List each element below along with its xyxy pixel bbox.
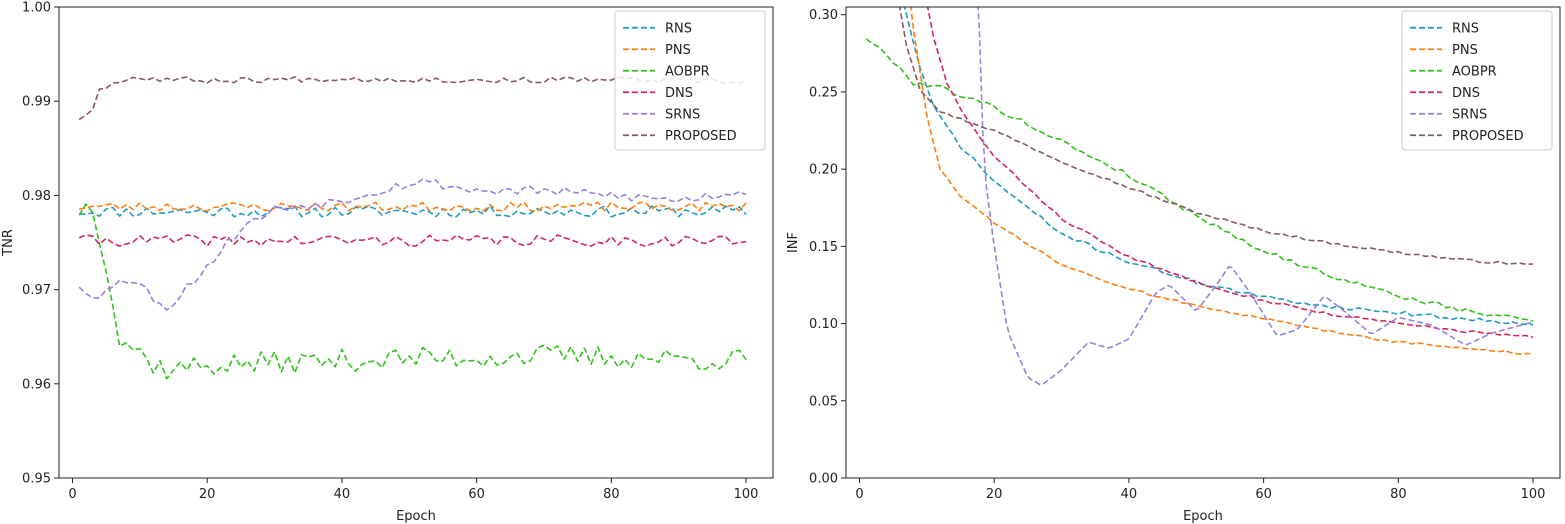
x-axis-title: Epoch — [1183, 509, 1223, 524]
y-axis-title: TNR — [1, 229, 16, 257]
series-line-pns — [79, 201, 747, 213]
series-line-aobpr — [78, 203, 747, 380]
y-tick-label: 0.20 — [809, 163, 838, 178]
x-tick-label: 40 — [1121, 487, 1138, 502]
legend-label-srns: SRNS — [1452, 107, 1487, 122]
x-tick-label: 40 — [334, 487, 351, 502]
y-tick-label: 0.30 — [809, 8, 838, 23]
legend-label-pns: PNS — [665, 43, 691, 58]
series-line-proposed — [78, 76, 747, 121]
y-tick-label: 0.97 — [22, 283, 51, 298]
y-tick-label: 0.99 — [22, 95, 51, 110]
x-tick-label: 0 — [855, 487, 863, 502]
legend-box — [614, 10, 766, 151]
series-line-srns — [977, 7, 1532, 386]
series-line-dns — [78, 234, 747, 247]
legend-box — [1401, 10, 1553, 151]
legend-label-dns: DNS — [665, 86, 693, 101]
y-tick-label: 0.96 — [22, 377, 51, 392]
x-tick-label: 100 — [1521, 487, 1546, 502]
series-group — [78, 76, 747, 380]
legend-label-aobpr: AOBPR — [665, 64, 710, 79]
y-tick-label: 0.15 — [809, 240, 838, 255]
legend-label-rns: RNS — [665, 21, 692, 36]
y-tick-label: 0.10 — [809, 317, 838, 332]
legend-label-proposed: PROPOSED — [665, 129, 737, 144]
chart-panel-tnr: 0 20 40 60 80 100 0.95 0.96 0.97 0.98 0.99 1.00 Epoc… — [1, 1, 774, 524]
x-tick-label: 0 — [68, 487, 76, 502]
legend-label-aobpr: AOBPR — [1452, 64, 1497, 79]
plot-frame — [845, 6, 1561, 479]
chart-panel-inf: 0 20 40 60 80 100 0.00 0.05 0.10 0.15 0.20 0.25 0.30… — [786, 6, 1561, 524]
series-line-aobpr — [865, 38, 1534, 322]
y-tick-label: 0.00 — [809, 472, 838, 487]
series-group — [865, 7, 1534, 386]
x-tick-label: 60 — [468, 487, 485, 502]
legend-label-srns: SRNS — [665, 107, 700, 122]
y-tick-label: 0.95 — [22, 472, 51, 487]
legend-label-pns: PNS — [1452, 43, 1478, 58]
x-axis-title: Epoch — [396, 509, 436, 524]
y-axis-title: INF — [786, 232, 801, 253]
y-tick-label: 1.00 — [22, 1, 51, 16]
y-tick-label: 0.25 — [809, 85, 838, 100]
x-tick-label: 20 — [199, 487, 216, 502]
series-line-pns — [910, 7, 1534, 356]
series-line-rns — [79, 205, 747, 218]
y-tick-label: 0.98 — [22, 189, 51, 204]
plot-frame — [58, 6, 774, 479]
x-tick-label: 20 — [986, 487, 1003, 502]
legend: RNS PNS AOBPR DNS SRNS PROPOSED — [1401, 10, 1553, 151]
x-tick-label: 80 — [1390, 487, 1407, 502]
series-line-dns — [926, 7, 1534, 339]
legend-label-rns: RNS — [1452, 21, 1479, 36]
series-line-proposed — [898, 7, 1534, 266]
x-tick-label: 80 — [603, 487, 620, 502]
series-line-srns — [78, 178, 747, 311]
series-line-rns — [903, 7, 1534, 326]
y-tick-label: 0.05 — [809, 394, 838, 409]
x-tick-label: 100 — [734, 487, 759, 502]
legend-label-proposed: PROPOSED — [1452, 129, 1524, 144]
legend: RNS PNS AOBPR DNS SRNS PROPOSED — [614, 10, 766, 151]
x-tick-label: 60 — [1255, 487, 1272, 502]
legend-label-dns: DNS — [1452, 86, 1480, 101]
